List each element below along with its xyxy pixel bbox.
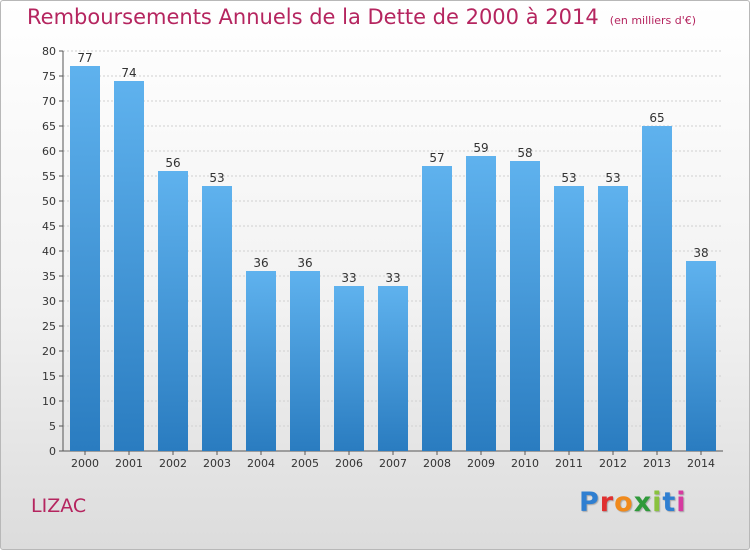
y-tick-label: 55 [42,170,56,183]
bar-2002 [158,171,188,451]
y-tick-label: 80 [42,45,56,58]
data-label: 33 [341,271,356,285]
y-tick-label: 35 [42,270,56,283]
x-tick-label: 2005 [291,457,319,470]
y-tick-label: 60 [42,145,56,158]
data-label: 53 [561,171,576,185]
logo-letter: r [599,487,615,518]
bar-2003 [202,186,232,451]
commune-name: LIZAC [31,495,87,517]
logo-letter: t [662,487,677,518]
data-label: 36 [253,256,268,270]
x-tick-label: 2010 [511,457,539,470]
x-tick-label: 2009 [467,457,495,470]
y-tick-label: 15 [42,370,56,383]
x-tick-label: 2002 [159,457,187,470]
bar-2012 [598,186,628,451]
logo-letter: i [652,487,663,518]
y-tick-label: 75 [42,70,56,83]
bar-2013 [642,126,672,451]
bar-2006 [334,286,364,451]
title-row: Remboursements Annuels de la Dette de 20… [27,5,696,29]
data-label: 36 [297,256,312,270]
x-tick-label: 2001 [115,457,143,470]
chart-subtitle: (en milliers d'€) [609,14,697,27]
logo-letter: o [614,487,634,518]
data-label: 53 [605,171,620,185]
x-tick-label: 2012 [599,457,627,470]
x-tick-label: 2008 [423,457,451,470]
y-tick-label: 20 [42,345,56,358]
bar-2001 [114,81,144,451]
y-tick-label: 10 [42,395,56,408]
x-tick-label: 2014 [687,457,715,470]
y-tick-label: 65 [42,120,56,133]
data-label: 74 [121,66,136,80]
data-label: 58 [517,146,532,160]
data-label: 57 [429,151,444,165]
data-label: 65 [649,111,664,125]
bar-2004 [246,271,276,451]
y-tick-label: 50 [42,195,56,208]
bar-2014 [686,261,716,451]
y-tick-label: 25 [42,320,56,333]
bar-2007 [378,286,408,451]
data-label: 38 [693,246,708,260]
y-tick-label: 5 [49,420,56,433]
x-tick-label: 2004 [247,457,275,470]
x-tick-label: 2013 [643,457,671,470]
data-label: 59 [473,141,488,155]
bar-2011 [554,186,584,451]
x-tick-label: 2000 [71,457,99,470]
y-tick-label: 30 [42,295,56,308]
data-label: 77 [77,51,92,65]
x-tick-label: 2011 [555,457,583,470]
x-tick-label: 2003 [203,457,231,470]
bar-2008 [422,166,452,451]
chart-title: Remboursements Annuels de la Dette de 20… [27,5,599,29]
data-label: 33 [385,271,400,285]
bar-2010 [510,161,540,451]
y-tick-label: 0 [49,445,56,458]
x-tick-label: 2007 [379,457,407,470]
y-tick-label: 45 [42,220,56,233]
x-tick-label: 2006 [335,457,363,470]
bar-2000 [70,66,100,451]
logo-letter: x [633,487,653,518]
logo-letter: P [579,487,600,518]
logo-letter: i [676,487,687,518]
data-label: 53 [209,171,224,185]
bar-2009 [466,156,496,451]
y-tick-label: 40 [42,245,56,258]
bar-2005 [290,271,320,451]
y-tick-label: 70 [42,95,56,108]
data-label: 56 [165,156,180,170]
proxiti-logo: Proxiti [579,487,687,518]
